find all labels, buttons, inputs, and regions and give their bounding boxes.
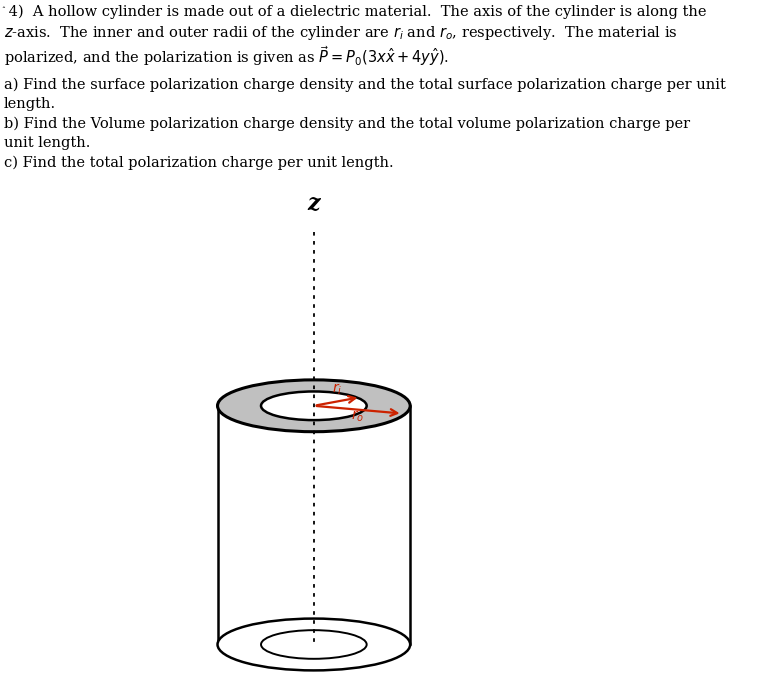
Text: polarized, and the polarization is given as $\vec{P} = P_0(3x\hat{x} + 4y\hat{y}: polarized, and the polarization is given… — [4, 44, 449, 68]
Text: $z$-axis.  The inner and outer radii of the cylinder are $r_i$ and $r_o$, respec: $z$-axis. The inner and outer radii of t… — [4, 25, 678, 42]
Ellipse shape — [261, 391, 367, 420]
Ellipse shape — [218, 380, 410, 432]
Text: c) Find the total polarization charge per unit length.: c) Find the total polarization charge pe… — [4, 155, 394, 170]
Text: b) Find the Volume polarization charge density and the total volume polarization: b) Find the Volume polarization charge d… — [4, 116, 690, 130]
Ellipse shape — [218, 619, 410, 670]
Text: a) Find the surface polarization charge density and the total surface polarizati: a) Find the surface polarization charge … — [4, 77, 726, 91]
Text: z: z — [307, 193, 320, 215]
Ellipse shape — [261, 630, 367, 659]
Text: length.: length. — [4, 97, 56, 110]
Text: unit length.: unit length. — [4, 136, 90, 149]
Text: $\hat{}$: $\hat{}$ — [2, 4, 6, 12]
Text: $r_o$: $r_o$ — [351, 409, 364, 424]
Text: $r_i$: $r_i$ — [332, 382, 343, 398]
Polygon shape — [218, 406, 410, 644]
Text: 4)  A hollow cylinder is made out of a dielectric material.  The axis of the cyl: 4) A hollow cylinder is made out of a di… — [4, 5, 707, 19]
